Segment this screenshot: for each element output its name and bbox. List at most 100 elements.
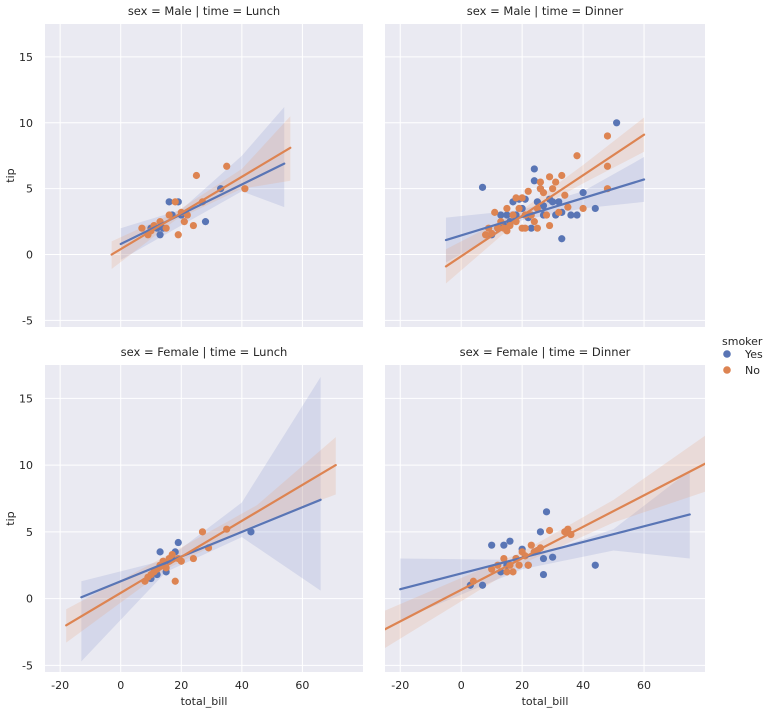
regression-line-yes bbox=[444, 178, 646, 242]
data-point-no bbox=[241, 185, 249, 193]
data-point-yes bbox=[555, 198, 563, 206]
x-tick-label: 40 bbox=[235, 679, 249, 692]
panel-title: sex = Female | time = Dinner bbox=[460, 345, 631, 359]
legend-marker-no bbox=[723, 366, 731, 374]
data-point-yes bbox=[579, 189, 587, 197]
data-point-yes bbox=[500, 541, 508, 549]
data-point-no bbox=[555, 208, 563, 216]
data-point-no bbox=[521, 224, 529, 232]
data-point-no bbox=[515, 204, 523, 213]
confidence-band-no bbox=[66, 437, 336, 643]
data-point-no bbox=[165, 211, 173, 219]
plot-area bbox=[65, 377, 337, 662]
y-tick-label: 0 bbox=[26, 249, 33, 262]
data-point-no bbox=[533, 224, 541, 232]
data-point-no bbox=[168, 550, 176, 559]
data-point-no bbox=[512, 194, 520, 202]
data-point-no bbox=[509, 568, 517, 576]
data-point-yes bbox=[536, 528, 545, 536]
data-point-no bbox=[491, 208, 499, 216]
data-point-yes bbox=[613, 119, 621, 127]
data-point-no bbox=[545, 173, 554, 181]
data-point-no bbox=[162, 224, 170, 232]
data-point-no bbox=[603, 162, 612, 170]
plot-background bbox=[45, 24, 363, 327]
plot-area bbox=[444, 117, 646, 284]
data-point-yes bbox=[591, 204, 599, 213]
data-point-no bbox=[518, 194, 526, 202]
legend-label-yes: Yes bbox=[744, 348, 763, 361]
data-point-no bbox=[561, 191, 569, 199]
data-point-yes bbox=[506, 537, 514, 545]
data-point-yes bbox=[591, 561, 599, 569]
x-tick-label: 0 bbox=[458, 679, 465, 692]
data-point-no bbox=[564, 203, 572, 211]
y-tick-label: 15 bbox=[19, 392, 33, 405]
data-point-no bbox=[503, 204, 511, 213]
legend-marker-yes bbox=[723, 350, 731, 358]
data-point-yes bbox=[478, 183, 487, 191]
y-tick-label: 15 bbox=[19, 51, 33, 64]
facet-panel-4: sex = Female | time = Dinner -20 0 20 40 60 to… bbox=[385, 345, 705, 708]
data-point-no bbox=[573, 152, 581, 160]
data-point-yes bbox=[530, 177, 538, 185]
y-tick-label: 5 bbox=[26, 183, 33, 196]
data-point-no bbox=[189, 221, 197, 230]
legend-label-no: No bbox=[745, 364, 760, 377]
confidence-band-no bbox=[385, 435, 705, 648]
data-point-yes bbox=[567, 211, 575, 219]
data-point-no bbox=[549, 185, 557, 193]
data-point-no bbox=[177, 557, 185, 565]
data-point-no bbox=[524, 561, 532, 569]
data-point-yes bbox=[201, 218, 210, 226]
data-point-yes bbox=[549, 553, 557, 561]
data-point-yes bbox=[478, 581, 487, 589]
data-point-yes bbox=[530, 165, 538, 173]
data-point-yes bbox=[573, 211, 581, 219]
data-point-no bbox=[500, 554, 508, 563]
data-point-no bbox=[138, 224, 146, 232]
plot-area bbox=[110, 106, 292, 270]
data-point-yes bbox=[539, 554, 548, 563]
data-point-no bbox=[530, 218, 538, 226]
legend-title: smoker bbox=[722, 335, 763, 348]
y-axis-label: tip bbox=[4, 511, 17, 525]
data-point-no bbox=[503, 227, 511, 235]
facet-panel-2: sex = Male | time = Dinner bbox=[385, 4, 705, 327]
data-point-yes bbox=[174, 538, 182, 547]
data-point-no bbox=[171, 198, 179, 206]
facet-panel-1: sex = Male | time = Lunch 15 10 5 0 -5 tip bbox=[4, 4, 363, 327]
data-point-no bbox=[545, 526, 554, 535]
x-tick-label: 60 bbox=[295, 679, 309, 692]
panel-title: sex = Female | time = Lunch bbox=[121, 345, 288, 359]
data-point-yes bbox=[156, 231, 164, 239]
data-point-no bbox=[189, 554, 197, 563]
plot-area bbox=[385, 435, 705, 648]
y-tick-label: 10 bbox=[19, 117, 33, 130]
x-tick-label: 20 bbox=[515, 679, 529, 692]
data-point-no bbox=[545, 221, 554, 230]
y-tick-label: -5 bbox=[22, 659, 33, 672]
data-point-yes bbox=[549, 198, 557, 206]
regression-line-yes bbox=[80, 498, 322, 599]
x-tick-label: -20 bbox=[391, 679, 409, 692]
data-point-no bbox=[536, 178, 545, 186]
x-axis-label: total_bill bbox=[181, 695, 228, 708]
data-point-no bbox=[198, 528, 207, 536]
data-point-no bbox=[564, 525, 572, 533]
regression-line-no bbox=[110, 146, 292, 256]
data-point-no bbox=[524, 187, 532, 195]
data-point-no bbox=[481, 231, 490, 239]
x-tick-label: -20 bbox=[51, 679, 69, 692]
y-tick-label: 10 bbox=[19, 459, 33, 472]
data-point-yes bbox=[539, 570, 548, 579]
data-point-no bbox=[488, 565, 496, 573]
data-point-no bbox=[579, 204, 587, 213]
regression-line-no bbox=[65, 464, 337, 627]
data-point-no bbox=[552, 178, 560, 186]
data-point-yes bbox=[165, 198, 173, 206]
y-tick-label: 5 bbox=[26, 526, 33, 539]
data-point-yes bbox=[156, 548, 164, 556]
